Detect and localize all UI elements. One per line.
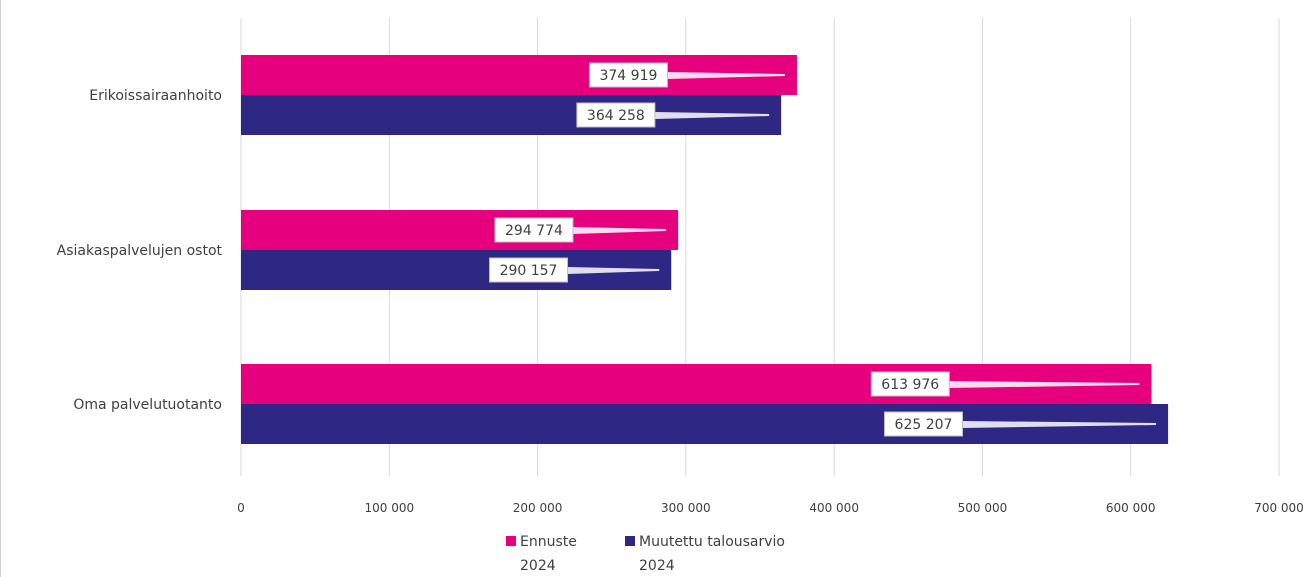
data-label-box-2-0 bbox=[870, 371, 950, 397]
data-label-box-1-1 bbox=[489, 257, 569, 283]
x-axis-ticks: 0 100 000 200 000 300 000 400 000 500 000 600 … bbox=[237, 501, 1304, 515]
data-label-box-1-0 bbox=[494, 217, 574, 243]
leader-line-2-0 bbox=[949, 381, 1140, 388]
data-label-1-1: 290 157 bbox=[500, 263, 558, 279]
legend-label-0: Ennuste 2024 bbox=[520, 534, 577, 574]
legend-swatch-1 bbox=[625, 536, 635, 546]
data-label-0-0: 374 919 bbox=[599, 68, 657, 84]
data-label-0-1: 364 258 bbox=[587, 108, 645, 124]
leader-line-1-0 bbox=[572, 227, 667, 234]
data-label-2-0: 613 976 bbox=[881, 377, 939, 393]
x-tick-label-4: 400 000 bbox=[809, 501, 859, 515]
x-tick-label-2: 200 000 bbox=[513, 501, 563, 515]
category-label-1: Asiakaspalvelujen ostot bbox=[57, 243, 223, 259]
data-label-box-0-1 bbox=[576, 102, 656, 128]
data-label-box-2-1 bbox=[883, 411, 963, 437]
data-labels: 374 919 364 258 294 774 290 157 613 976 625 2… bbox=[489, 62, 1157, 437]
category-labels: Erikoissairaanhoito Asiakaspalvelujen ost… bbox=[57, 88, 223, 413]
legend-swatch-0 bbox=[506, 536, 516, 546]
data-label-2-1: 625 207 bbox=[895, 417, 953, 433]
legend-label-1: Muutettu talousarvio 2024 bbox=[639, 534, 785, 574]
x-tick-label-7: 700 000 bbox=[1254, 501, 1304, 515]
category-label-2: Oma palvelutuotanto bbox=[73, 397, 222, 413]
data-label-1-0: 294 774 bbox=[505, 223, 563, 239]
leader-line-1-1 bbox=[567, 267, 660, 274]
leader-line-2-1 bbox=[962, 421, 1157, 428]
data-label-box-0-0 bbox=[588, 62, 668, 88]
leader-line-0-1 bbox=[654, 112, 770, 119]
x-tick-label-1: 100 000 bbox=[364, 501, 414, 515]
leader-line-0-0 bbox=[667, 72, 785, 79]
legend: Ennuste 2024 Muutettu talousarvio 2024 bbox=[506, 534, 785, 574]
category-label-0: Erikoissairaanhoito bbox=[89, 88, 222, 104]
x-tick-label-0: 0 bbox=[237, 501, 245, 515]
x-tick-label-3: 300 000 bbox=[661, 501, 711, 515]
x-tick-label-6: 600 000 bbox=[1106, 501, 1156, 515]
x-tick-label-5: 500 000 bbox=[958, 501, 1008, 515]
